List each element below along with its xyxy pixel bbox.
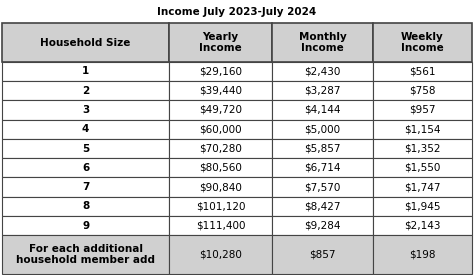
Bar [272, 216, 373, 235]
Text: $101,120: $101,120 [196, 201, 246, 211]
Bar [169, 216, 272, 235]
Bar [272, 62, 373, 81]
Bar [373, 120, 472, 139]
Text: Monthly
Income: Monthly Income [299, 32, 346, 53]
Bar [169, 120, 272, 139]
Bar [2, 62, 169, 81]
Bar [2, 100, 169, 120]
Text: 2: 2 [82, 86, 89, 96]
Text: $1,747: $1,747 [404, 182, 441, 192]
Bar [169, 139, 272, 158]
Bar [169, 197, 272, 216]
Bar [373, 158, 472, 177]
Bar [2, 23, 169, 62]
Bar [373, 235, 472, 274]
Text: 9: 9 [82, 221, 89, 230]
Text: $1,154: $1,154 [404, 124, 441, 134]
Bar [373, 81, 472, 100]
Text: 8: 8 [82, 201, 89, 211]
Text: 1: 1 [82, 67, 89, 76]
Bar [272, 139, 373, 158]
Text: $758: $758 [409, 86, 436, 96]
Bar [2, 139, 169, 158]
Text: 7: 7 [82, 182, 90, 192]
Bar [169, 235, 272, 274]
Bar [272, 23, 373, 62]
Bar [169, 23, 272, 62]
Text: $80,560: $80,560 [199, 163, 242, 173]
Bar [169, 62, 272, 81]
Text: $49,720: $49,720 [199, 105, 242, 115]
Bar [272, 158, 373, 177]
Bar [373, 139, 472, 158]
Text: $857: $857 [310, 249, 336, 259]
Text: Income July 2023-July 2024: Income July 2023-July 2024 [157, 7, 317, 17]
Bar [373, 177, 472, 197]
Text: 6: 6 [82, 163, 89, 173]
Bar [272, 120, 373, 139]
Text: $198: $198 [409, 249, 436, 259]
Text: $90,840: $90,840 [199, 182, 242, 192]
Text: $7,570: $7,570 [304, 182, 341, 192]
Bar [373, 197, 472, 216]
Text: $4,144: $4,144 [304, 105, 341, 115]
Text: $10,280: $10,280 [199, 249, 242, 259]
Text: $2,143: $2,143 [404, 221, 441, 230]
Text: $1,945: $1,945 [404, 201, 441, 211]
Text: For each additional
household member add: For each additional household member add [16, 244, 155, 265]
Text: $60,000: $60,000 [199, 124, 242, 134]
Text: $3,287: $3,287 [304, 86, 341, 96]
Bar [373, 23, 472, 62]
Text: 5: 5 [82, 144, 89, 153]
Bar [272, 81, 373, 100]
Bar [2, 216, 169, 235]
Bar [169, 158, 272, 177]
Bar [2, 120, 169, 139]
Text: $5,857: $5,857 [304, 144, 341, 153]
Bar [169, 177, 272, 197]
Bar [373, 216, 472, 235]
Bar [2, 177, 169, 197]
Text: 3: 3 [82, 105, 89, 115]
Bar [272, 100, 373, 120]
Text: Weekly
Income: Weekly Income [401, 32, 444, 53]
Text: $70,280: $70,280 [199, 144, 242, 153]
Text: $8,427: $8,427 [304, 201, 341, 211]
Text: $111,400: $111,400 [196, 221, 246, 230]
Text: $957: $957 [409, 105, 436, 115]
Text: $1,550: $1,550 [404, 163, 440, 173]
Bar [272, 177, 373, 197]
Bar [2, 158, 169, 177]
Bar [272, 197, 373, 216]
Text: $9,284: $9,284 [304, 221, 341, 230]
Bar [2, 235, 169, 274]
Text: $5,000: $5,000 [305, 124, 341, 134]
Text: $2,430: $2,430 [304, 67, 341, 76]
Text: $561: $561 [409, 67, 436, 76]
Bar [272, 235, 373, 274]
Text: Yearly
Income: Yearly Income [199, 32, 242, 53]
Bar [169, 100, 272, 120]
Bar [373, 62, 472, 81]
Bar [169, 81, 272, 100]
Text: $1,352: $1,352 [404, 144, 441, 153]
Text: 4: 4 [82, 124, 90, 134]
Bar [373, 100, 472, 120]
Bar [2, 197, 169, 216]
Bar [2, 81, 169, 100]
Text: $29,160: $29,160 [199, 67, 242, 76]
Text: $39,440: $39,440 [199, 86, 242, 96]
Text: $6,714: $6,714 [304, 163, 341, 173]
Text: Household Size: Household Size [40, 38, 131, 48]
